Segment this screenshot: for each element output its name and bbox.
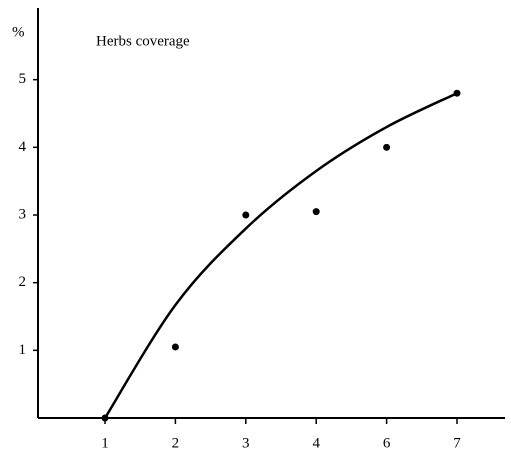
y-tick-label: 4 — [19, 139, 27, 155]
x-tick-label: 6 — [383, 435, 391, 451]
y-tick-label: 5 — [19, 71, 27, 87]
point — [242, 211, 250, 219]
y-tick-label: 2 — [19, 274, 27, 290]
x-tick-label: 4 — [312, 435, 320, 451]
x-tick-label: 3 — [242, 435, 250, 451]
point — [171, 343, 179, 351]
y-axis-label: % — [12, 24, 25, 40]
annotation: Herbs coverage — [96, 33, 190, 49]
x-tick-label: 1 — [101, 435, 109, 451]
point — [312, 208, 320, 216]
x-tick-label: 7 — [453, 435, 461, 451]
y-tick-label: 1 — [19, 342, 27, 358]
y-tick-label: 3 — [19, 206, 27, 222]
point — [383, 143, 391, 151]
x-tick-label: 2 — [172, 435, 180, 451]
fit-curve — [103, 92, 458, 419]
